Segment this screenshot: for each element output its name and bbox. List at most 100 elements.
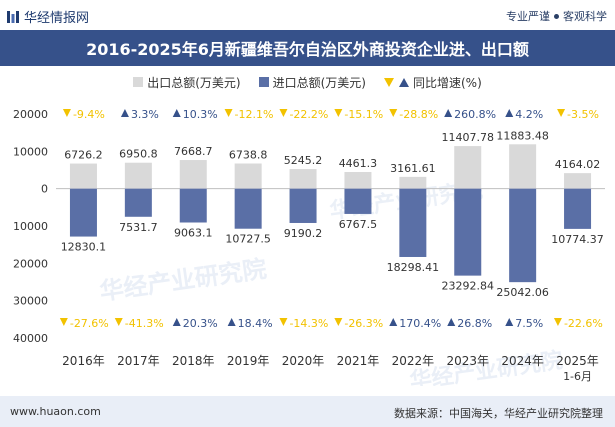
up-triangle-icon bbox=[444, 109, 453, 117]
x-category-label: 2017年 bbox=[117, 354, 160, 368]
import-bar bbox=[509, 188, 537, 283]
export-growth-label: -9.4% bbox=[73, 108, 105, 121]
export-bar bbox=[124, 162, 152, 189]
export-value-label: 4164.02 bbox=[555, 158, 601, 171]
import-growth-label: -27.6% bbox=[70, 317, 109, 330]
down-triangle-icon bbox=[383, 77, 394, 87]
x-category-label: 2016年 bbox=[62, 354, 105, 368]
import-bar bbox=[564, 188, 592, 229]
footer-source: 数据来源：中国海关，华经产业研究院整理 bbox=[394, 407, 603, 420]
brand-name: 华经情报网 bbox=[24, 11, 90, 26]
export-value-label: 11883.48 bbox=[496, 129, 549, 142]
legend-import-label: 进口总额(万美元) bbox=[272, 75, 366, 90]
export-growth-label: -22.2% bbox=[289, 108, 328, 121]
import-value-label: 12830.1 bbox=[61, 241, 107, 254]
import-bar bbox=[289, 188, 317, 223]
down-triangle-icon bbox=[279, 318, 288, 326]
import-value-label: 10774.37 bbox=[551, 233, 604, 246]
x-category-sublabel: 1-6月 bbox=[563, 370, 592, 383]
footer-site: www.huaon.com bbox=[10, 405, 101, 418]
down-triangle-icon bbox=[62, 109, 71, 117]
export-value-label: 7668.7 bbox=[174, 145, 213, 158]
import-growth-label: -22.6% bbox=[564, 317, 603, 330]
import-growth-label: 170.4% bbox=[399, 317, 441, 330]
up-triangle-icon bbox=[172, 109, 181, 117]
export-bar bbox=[234, 163, 262, 189]
up-triangle-icon bbox=[505, 318, 514, 326]
legend-export-swatch bbox=[133, 77, 144, 87]
import-growth-label: 18.4% bbox=[238, 317, 273, 330]
down-triangle-icon bbox=[334, 318, 343, 326]
tagline-right: 客观科学 bbox=[563, 10, 607, 23]
import-growth-label: 7.5% bbox=[515, 317, 543, 330]
export-value-label: 3161.61 bbox=[390, 162, 436, 175]
tagline-left: 专业严谨 bbox=[506, 10, 550, 23]
down-triangle-icon bbox=[114, 318, 123, 326]
y-tick-label: 20000 bbox=[13, 257, 48, 270]
export-growth-label: -28.8% bbox=[399, 108, 438, 121]
import-bar bbox=[399, 188, 427, 257]
export-value-label: 6726.2 bbox=[64, 149, 103, 162]
export-value-label: 6738.8 bbox=[229, 149, 268, 162]
down-triangle-icon bbox=[553, 318, 562, 326]
import-value-label: 9063.1 bbox=[174, 227, 213, 240]
import-growth-label: -26.3% bbox=[344, 317, 383, 330]
import-value-label: 6767.5 bbox=[339, 218, 378, 231]
legend-import-swatch bbox=[258, 77, 269, 87]
down-triangle-icon bbox=[279, 109, 288, 117]
y-tick-label: 10000 bbox=[13, 220, 48, 233]
import-bar bbox=[69, 188, 97, 237]
import-value-label: 7531.7 bbox=[119, 221, 158, 234]
x-category-label: 2020年 bbox=[282, 354, 325, 368]
top-bar: 华经情报网 专业严谨 客观科学 bbox=[0, 0, 615, 30]
export-bar bbox=[289, 169, 317, 189]
export-bar bbox=[69, 163, 97, 189]
import-bar bbox=[234, 188, 262, 229]
down-triangle-icon bbox=[334, 109, 343, 117]
import-growth-label: 26.8% bbox=[457, 317, 492, 330]
export-bar bbox=[564, 173, 592, 189]
up-triangle-icon bbox=[389, 318, 398, 326]
export-value-label: 5245.2 bbox=[284, 154, 323, 167]
import-growth-label: -41.3% bbox=[125, 317, 164, 330]
y-tick-label: 0 bbox=[41, 183, 48, 196]
down-triangle-icon bbox=[557, 109, 566, 117]
export-bar bbox=[399, 176, 427, 189]
footer: www.huaon.com 数据来源：中国海关，华经产业研究院整理 bbox=[0, 396, 615, 427]
chart-title: 2016-2025年6月新疆维吾尔自治区外商投资企业进、出口额 bbox=[0, 30, 615, 66]
chart-plot: 华经产业研究院 华经产业研究院 华经产业研究院 2000010000010000… bbox=[13, 108, 605, 386]
x-category-label: 2025年 bbox=[556, 354, 599, 368]
x-category-label: 2018年 bbox=[172, 354, 215, 368]
export-bar bbox=[179, 160, 207, 189]
export-bar bbox=[509, 144, 537, 189]
x-category-label: 2019年 bbox=[227, 354, 270, 368]
export-bar bbox=[344, 172, 372, 189]
import-value-label: 10727.5 bbox=[225, 233, 271, 246]
export-growth-label: -12.1% bbox=[235, 108, 274, 121]
legend-growth: 同比增速(%) bbox=[383, 74, 482, 91]
legend-export: 出口总额(万美元) bbox=[133, 74, 241, 91]
export-growth-label: 3.3% bbox=[131, 108, 159, 121]
export-growth-label: -3.5% bbox=[567, 108, 599, 121]
brand: 华经情报网 bbox=[6, 7, 89, 26]
import-value-label: 25042.06 bbox=[496, 286, 549, 299]
x-category-label: 2024年 bbox=[501, 354, 544, 368]
tagline: 专业严谨 客观科学 bbox=[506, 8, 607, 24]
y-tick-label: 40000 bbox=[13, 332, 48, 345]
up-triangle-icon bbox=[120, 109, 129, 117]
import-bar bbox=[124, 188, 152, 217]
y-tick-label: 20000 bbox=[13, 108, 48, 121]
import-value-label: 9190.2 bbox=[284, 227, 323, 240]
x-category-label: 2023年 bbox=[446, 354, 489, 368]
up-triangle-icon bbox=[505, 109, 514, 117]
down-triangle-icon bbox=[224, 109, 233, 117]
up-triangle-icon bbox=[172, 318, 181, 326]
import-growth-label: 20.3% bbox=[183, 317, 218, 330]
export-growth-label: 260.8% bbox=[454, 108, 496, 121]
down-triangle-icon bbox=[59, 318, 68, 326]
x-category-label: 2021年 bbox=[337, 354, 380, 368]
legend-import: 进口总额(万美元) bbox=[258, 74, 366, 91]
import-value-label: 18298.41 bbox=[387, 261, 440, 274]
export-bar bbox=[454, 146, 482, 189]
